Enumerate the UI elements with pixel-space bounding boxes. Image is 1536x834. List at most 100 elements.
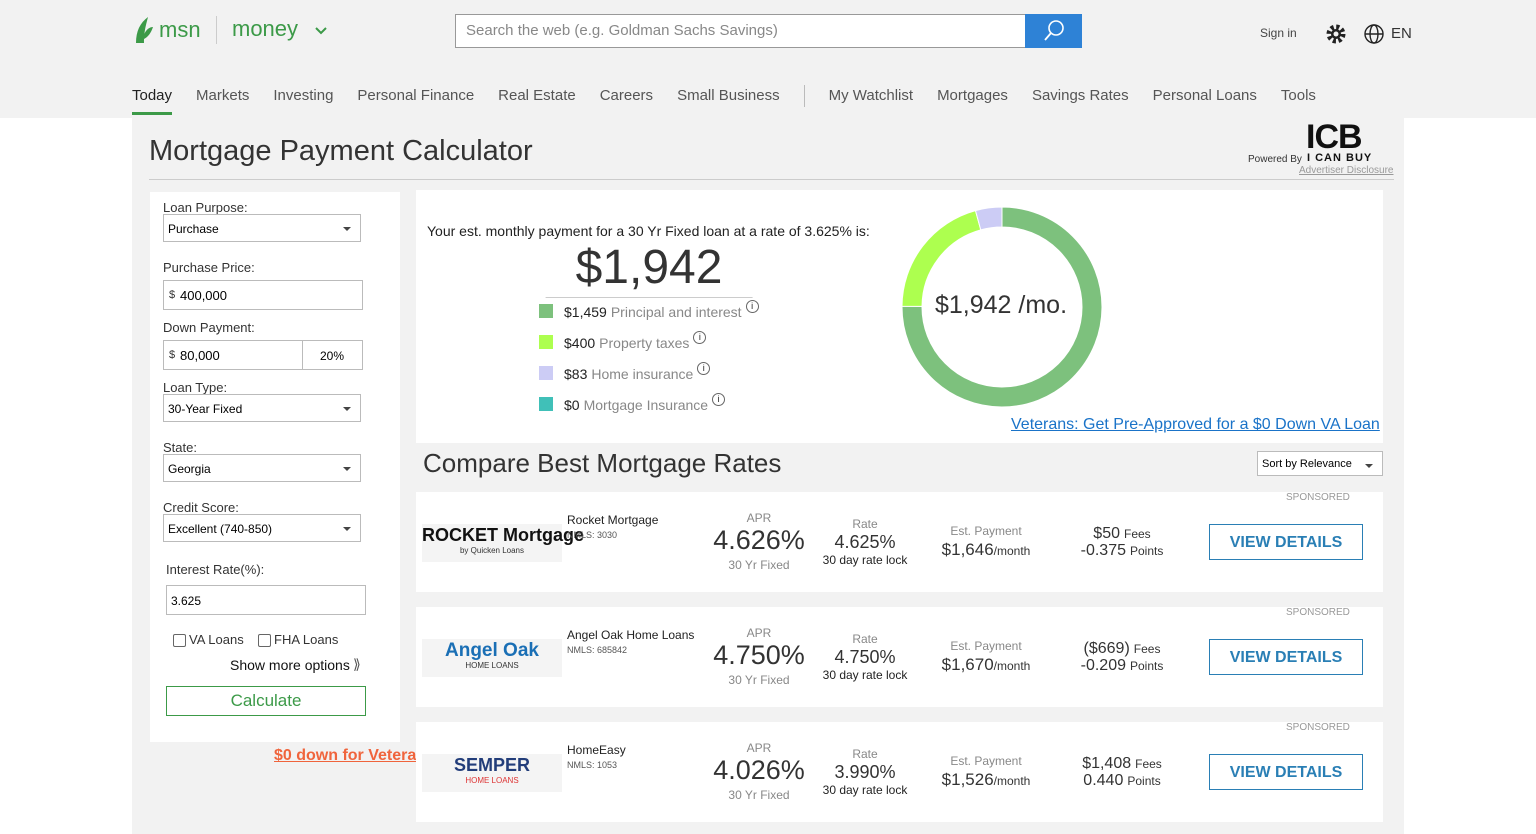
term: 30 Yr Fixed (728, 788, 790, 802)
field-value[interactable]: Georgia (163, 454, 361, 482)
info-icon[interactable]: i (693, 331, 707, 344)
main: Mortgage Payment Calculator Powered By I… (132, 118, 1404, 834)
nav: Today Markets Investing Personal Finance Rea… (132, 85, 1316, 115)
nav-item[interactable]: Investing (273, 87, 334, 104)
field-value: 80,000 (180, 348, 220, 363)
settings-icon[interactable] (1325, 23, 1347, 45)
nav-item[interactable]: Markets (196, 87, 250, 104)
legend-name: Home insurance (591, 366, 694, 382)
field-value[interactable]: 30-Year Fixed (163, 394, 361, 422)
field-label: Loan Purpose: (163, 200, 248, 215)
header: msn money Search the web (e.g. Goldman S… (0, 0, 1536, 118)
field-input[interactable]: $80,000 (163, 340, 303, 370)
payment-row: $1,646/month (942, 540, 1031, 560)
payment-row: $1,526/month (942, 770, 1031, 790)
nav-item[interactable]: Real Estate (498, 87, 576, 104)
fees-row: ($669) Fees (1084, 640, 1161, 658)
field-label: Interest Rate(%): (166, 562, 265, 577)
per: /month (993, 544, 1031, 558)
percent: 20% (320, 349, 345, 363)
fees: $50 (1093, 525, 1121, 542)
apr: 4.750% (713, 640, 805, 670)
va-link[interactable]: Veterans: Get Pre-Approved for a $0 Down… (1011, 416, 1380, 433)
nav-item[interactable]: Personal Finance (357, 87, 475, 104)
lock: 30 day rate lock (822, 783, 908, 797)
checkbox-label: VA Loans (189, 632, 244, 647)
sign-in[interactable]: Sign in (1260, 26, 1297, 40)
logo-sub: HOME LOANS (465, 776, 519, 785)
nav-item[interactable]: Savings Rates (1031, 87, 1129, 104)
nav-item[interactable]: Careers (599, 87, 654, 104)
legend-row: $83 Home insurance i (564, 362, 711, 382)
icb-logo: ICB (1306, 118, 1363, 156)
legend-name: Principal and interest (610, 304, 742, 320)
field-label: Loan Type: (163, 380, 228, 395)
total: $1,942 (545, 240, 753, 298)
view-details[interactable]: VIEW DETAILS (1209, 524, 1363, 560)
language[interactable]: EN (1391, 25, 1412, 42)
apr-label: APR (746, 626, 772, 640)
checkbox[interactable] (173, 634, 186, 647)
veterans-link[interactable]: $0 down for Veterans (274, 747, 435, 764)
payment-row: $1,670/month (942, 655, 1031, 675)
points-label: Points (1130, 659, 1164, 673)
view-details[interactable]: VIEW DETAILS (1209, 754, 1363, 790)
points: -0.375 (1080, 542, 1127, 559)
nmls: NMLS: 685842 (567, 645, 628, 655)
more-options[interactable]: Show more options (230, 657, 350, 673)
legend-row: $1,459 Principal and interest i (564, 300, 759, 320)
legend-amount: $1,459 (564, 304, 607, 320)
rate: 4.625% (834, 532, 896, 552)
calc-title: Mortgage Payment Calculator (149, 135, 533, 167)
lock: 30 day rate lock (822, 668, 908, 682)
field-input[interactable]: $400,000 (163, 280, 363, 310)
payment-label: Est. Payment (950, 639, 1022, 653)
rate-label: Rate (852, 632, 878, 646)
apr-label: APR (746, 741, 772, 755)
search-box[interactable]: Search the web (e.g. Goldman Sachs Savin… (455, 14, 1026, 48)
legend-row: $0 Mortgage Insurance i (564, 393, 726, 413)
nav-item[interactable]: Today (132, 87, 173, 115)
lender-logo: ROCKET Mortgage by Quicken Loans (422, 524, 584, 562)
info-icon[interactable]: i (745, 300, 759, 313)
globe-icon[interactable] (1363, 23, 1385, 45)
lock: 30 day rate lock (822, 553, 908, 567)
percent-input[interactable]: 20% (302, 340, 363, 370)
nav-item[interactable]: My Watchlist (828, 87, 914, 104)
sort[interactable]: Sort by Relevance (1257, 451, 1383, 476)
disclosure[interactable]: Advertiser Disclosure (1299, 165, 1394, 176)
apr: 4.626% (713, 525, 805, 555)
donut-segment (974, 206, 1003, 231)
info-icon[interactable]: i (697, 362, 711, 375)
checkbox[interactable] (258, 634, 271, 647)
calculate[interactable]: Calculate (166, 686, 366, 716)
donut (901, 206, 1103, 408)
field-value[interactable]: Excellent (740-850) (163, 514, 361, 542)
field-label: State: (163, 440, 197, 455)
field-value[interactable]: 3.625 (166, 585, 366, 615)
legend-name: Mortgage Insurance (583, 397, 709, 413)
nav-item[interactable]: Mortgages (937, 87, 1008, 104)
apr: 4.026% (713, 755, 805, 785)
logo-text: SEMPER (453, 755, 531, 775)
view-details[interactable]: VIEW DETAILS (1209, 639, 1363, 675)
lender: Rocket Mortgage (567, 513, 659, 527)
rule (149, 179, 1394, 180)
chevron (315, 27, 327, 35)
legend-amount: $0 (564, 397, 580, 413)
search-button[interactable] (1025, 14, 1082, 48)
nav-item[interactable]: Tools (1280, 87, 1316, 104)
field-value[interactable]: Purchase (163, 214, 361, 242)
rate: 4.750% (834, 647, 896, 667)
nmls: NMLS: 1053 (567, 760, 618, 770)
fees-label: Fees (1133, 642, 1161, 656)
info-icon[interactable]: i (712, 393, 726, 406)
payment-label: Est. Payment (950, 524, 1022, 538)
section[interactable]: money (232, 16, 299, 41)
points-row: 0.440 Points (1083, 772, 1160, 790)
donut-segment (901, 206, 1103, 408)
fees-row: $50 Fees (1093, 525, 1150, 543)
nav-item[interactable]: Small Business (677, 87, 780, 104)
nav-item[interactable]: Personal Loans (1152, 87, 1257, 104)
